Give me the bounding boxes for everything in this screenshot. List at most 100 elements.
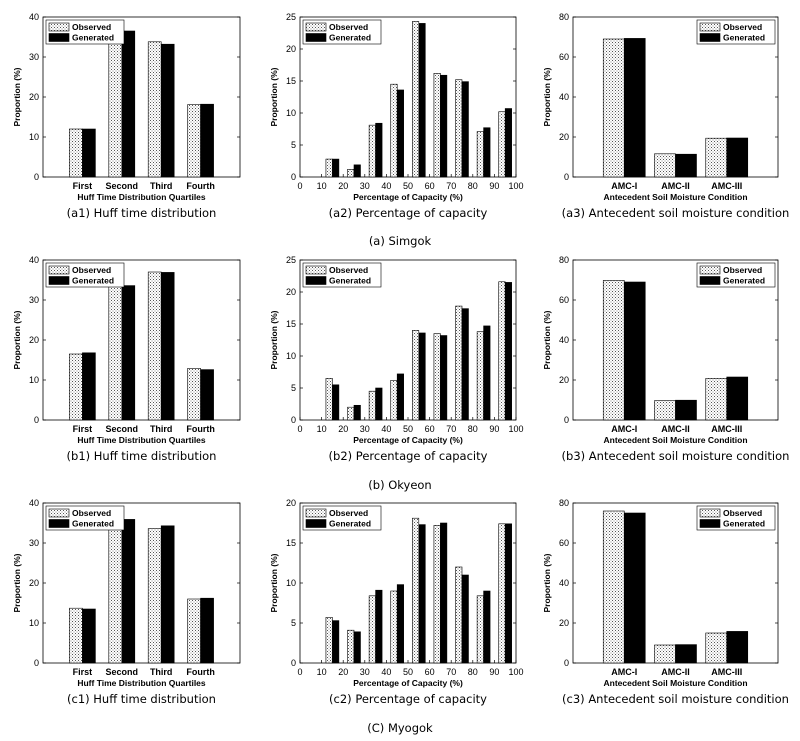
chart-b2: 0 5 10 15 20 25 0 10 20 30 40 50 60 70 80 90 100 Percenta…: [269, 255, 524, 463]
y-tick-label: 60: [559, 538, 569, 548]
y-tick-label: 15: [286, 76, 296, 86]
x-tick-label: 30: [360, 424, 370, 434]
bar-generated: [440, 74, 448, 178]
bar-generated: [375, 387, 383, 421]
y-tick-label: 0: [34, 658, 39, 668]
y-axis-label: Proportion (%): [542, 67, 552, 126]
y-tick-label: 0: [291, 415, 296, 425]
bar-observed: [654, 644, 676, 664]
bar-observed: [705, 378, 728, 421]
bar-observed: [498, 111, 506, 178]
chart-a2: 0 5 10 15 20 25 0 10 20 30 40 50 60 70 80 90 100 Percenta…: [269, 12, 524, 220]
bar-observed: [147, 271, 162, 421]
bar-observed: [602, 510, 625, 664]
y-axis-label: Proportion (%): [269, 67, 279, 126]
bar-generated: [418, 23, 426, 178]
group-caption-simgok: (a) Simgok: [369, 234, 432, 248]
x-tick-label: 90: [489, 424, 499, 434]
legend-label: Observed: [329, 265, 368, 275]
x-tick-label: 0: [297, 181, 302, 191]
bar-observed: [325, 158, 333, 178]
x-tick-label: AMC-I: [611, 667, 637, 677]
x-tick-label: 100: [508, 667, 523, 677]
legend-swatch-generated: [305, 33, 327, 42]
bar-observed: [455, 305, 463, 421]
y-tick-label: 30: [29, 295, 39, 305]
bar-observed: [455, 566, 463, 664]
y-tick-label: 10: [29, 375, 39, 385]
bar-generated: [504, 282, 512, 421]
y-tick-label: 40: [559, 578, 569, 588]
bar-generated: [332, 384, 340, 421]
y-axis-label: Proportion (%): [269, 553, 279, 612]
bar-generated: [353, 404, 361, 421]
legend-swatch-observed: [48, 508, 70, 518]
bar-observed: [705, 632, 728, 664]
legend-label: Generated: [723, 276, 765, 286]
bar-observed: [108, 285, 123, 421]
bar-generated: [160, 525, 175, 664]
bar-generated: [623, 38, 646, 178]
legend-label: Generated: [72, 519, 114, 529]
bar-generated: [418, 524, 426, 664]
bar-generated: [396, 89, 404, 178]
bar-observed: [412, 517, 420, 664]
bar-observed: [412, 330, 420, 421]
bar-generated: [332, 158, 340, 178]
bar-generated: [483, 325, 491, 421]
bar-generated: [461, 574, 469, 664]
y-axis-label: Proportion (%): [12, 310, 22, 369]
x-tick-label: 70: [446, 424, 456, 434]
panel-caption: (a1) Huff time distribution: [67, 206, 217, 220]
x-tick-label: 20: [338, 667, 348, 677]
x-tick-label: AMC-II: [661, 181, 690, 191]
bar-generated: [121, 30, 136, 178]
y-tick-label: 20: [286, 287, 296, 297]
y-tick-label: 20: [559, 375, 569, 385]
bar-observed: [433, 73, 441, 178]
x-tick-label: 30: [360, 667, 370, 677]
legend-swatch-observed: [305, 508, 327, 518]
chart-c2: 0 5 10 15 20 0 10 20 30 40 50 60 70 80 90 100 Percentage…: [269, 498, 524, 706]
x-axis-label: Percentage of Capacity (%): [353, 678, 463, 688]
y-tick-label: 25: [286, 12, 296, 22]
bar-observed: [705, 137, 728, 178]
x-tick-label: AMC-III: [711, 424, 742, 434]
panel-caption: (b3) Antecedent soil moisture condition: [562, 449, 790, 463]
y-tick-label: 40: [559, 92, 569, 102]
bar-generated: [461, 81, 469, 178]
x-axis-label: Huff Time Distribution Quartiles: [77, 678, 206, 688]
legend-label: Observed: [723, 22, 762, 32]
y-tick-label: 25: [286, 255, 296, 265]
bar-observed: [476, 595, 484, 664]
panel-caption: (b2) Percentage of capacity: [329, 449, 488, 463]
y-tick-label: 80: [559, 498, 569, 508]
x-tick-label: 0: [297, 424, 302, 434]
legend-label: Observed: [723, 508, 762, 518]
bar-generated: [623, 512, 646, 664]
x-tick-label: Third: [150, 424, 173, 434]
bar-observed: [455, 79, 463, 178]
y-tick-label: 20: [29, 578, 39, 588]
legend-swatch-generated: [305, 519, 327, 528]
x-tick-label: Second: [106, 667, 139, 677]
y-tick-label: 20: [29, 92, 39, 102]
x-tick-label: 80: [468, 667, 478, 677]
legend-swatch-generated: [699, 519, 721, 528]
x-tick-label: 50: [403, 667, 413, 677]
y-tick-label: 0: [34, 172, 39, 182]
x-tick-label: 30: [360, 181, 370, 191]
panel-caption: (a3) Antecedent soil moisture condition: [562, 206, 790, 220]
bar-generated: [675, 644, 697, 664]
y-axis-label: Proportion (%): [542, 310, 552, 369]
x-tick-label: 90: [489, 667, 499, 677]
bar-observed: [368, 124, 376, 178]
x-tick-label: 100: [508, 424, 523, 434]
y-axis-label: Proportion (%): [12, 67, 22, 126]
legend-label: Observed: [329, 22, 368, 32]
